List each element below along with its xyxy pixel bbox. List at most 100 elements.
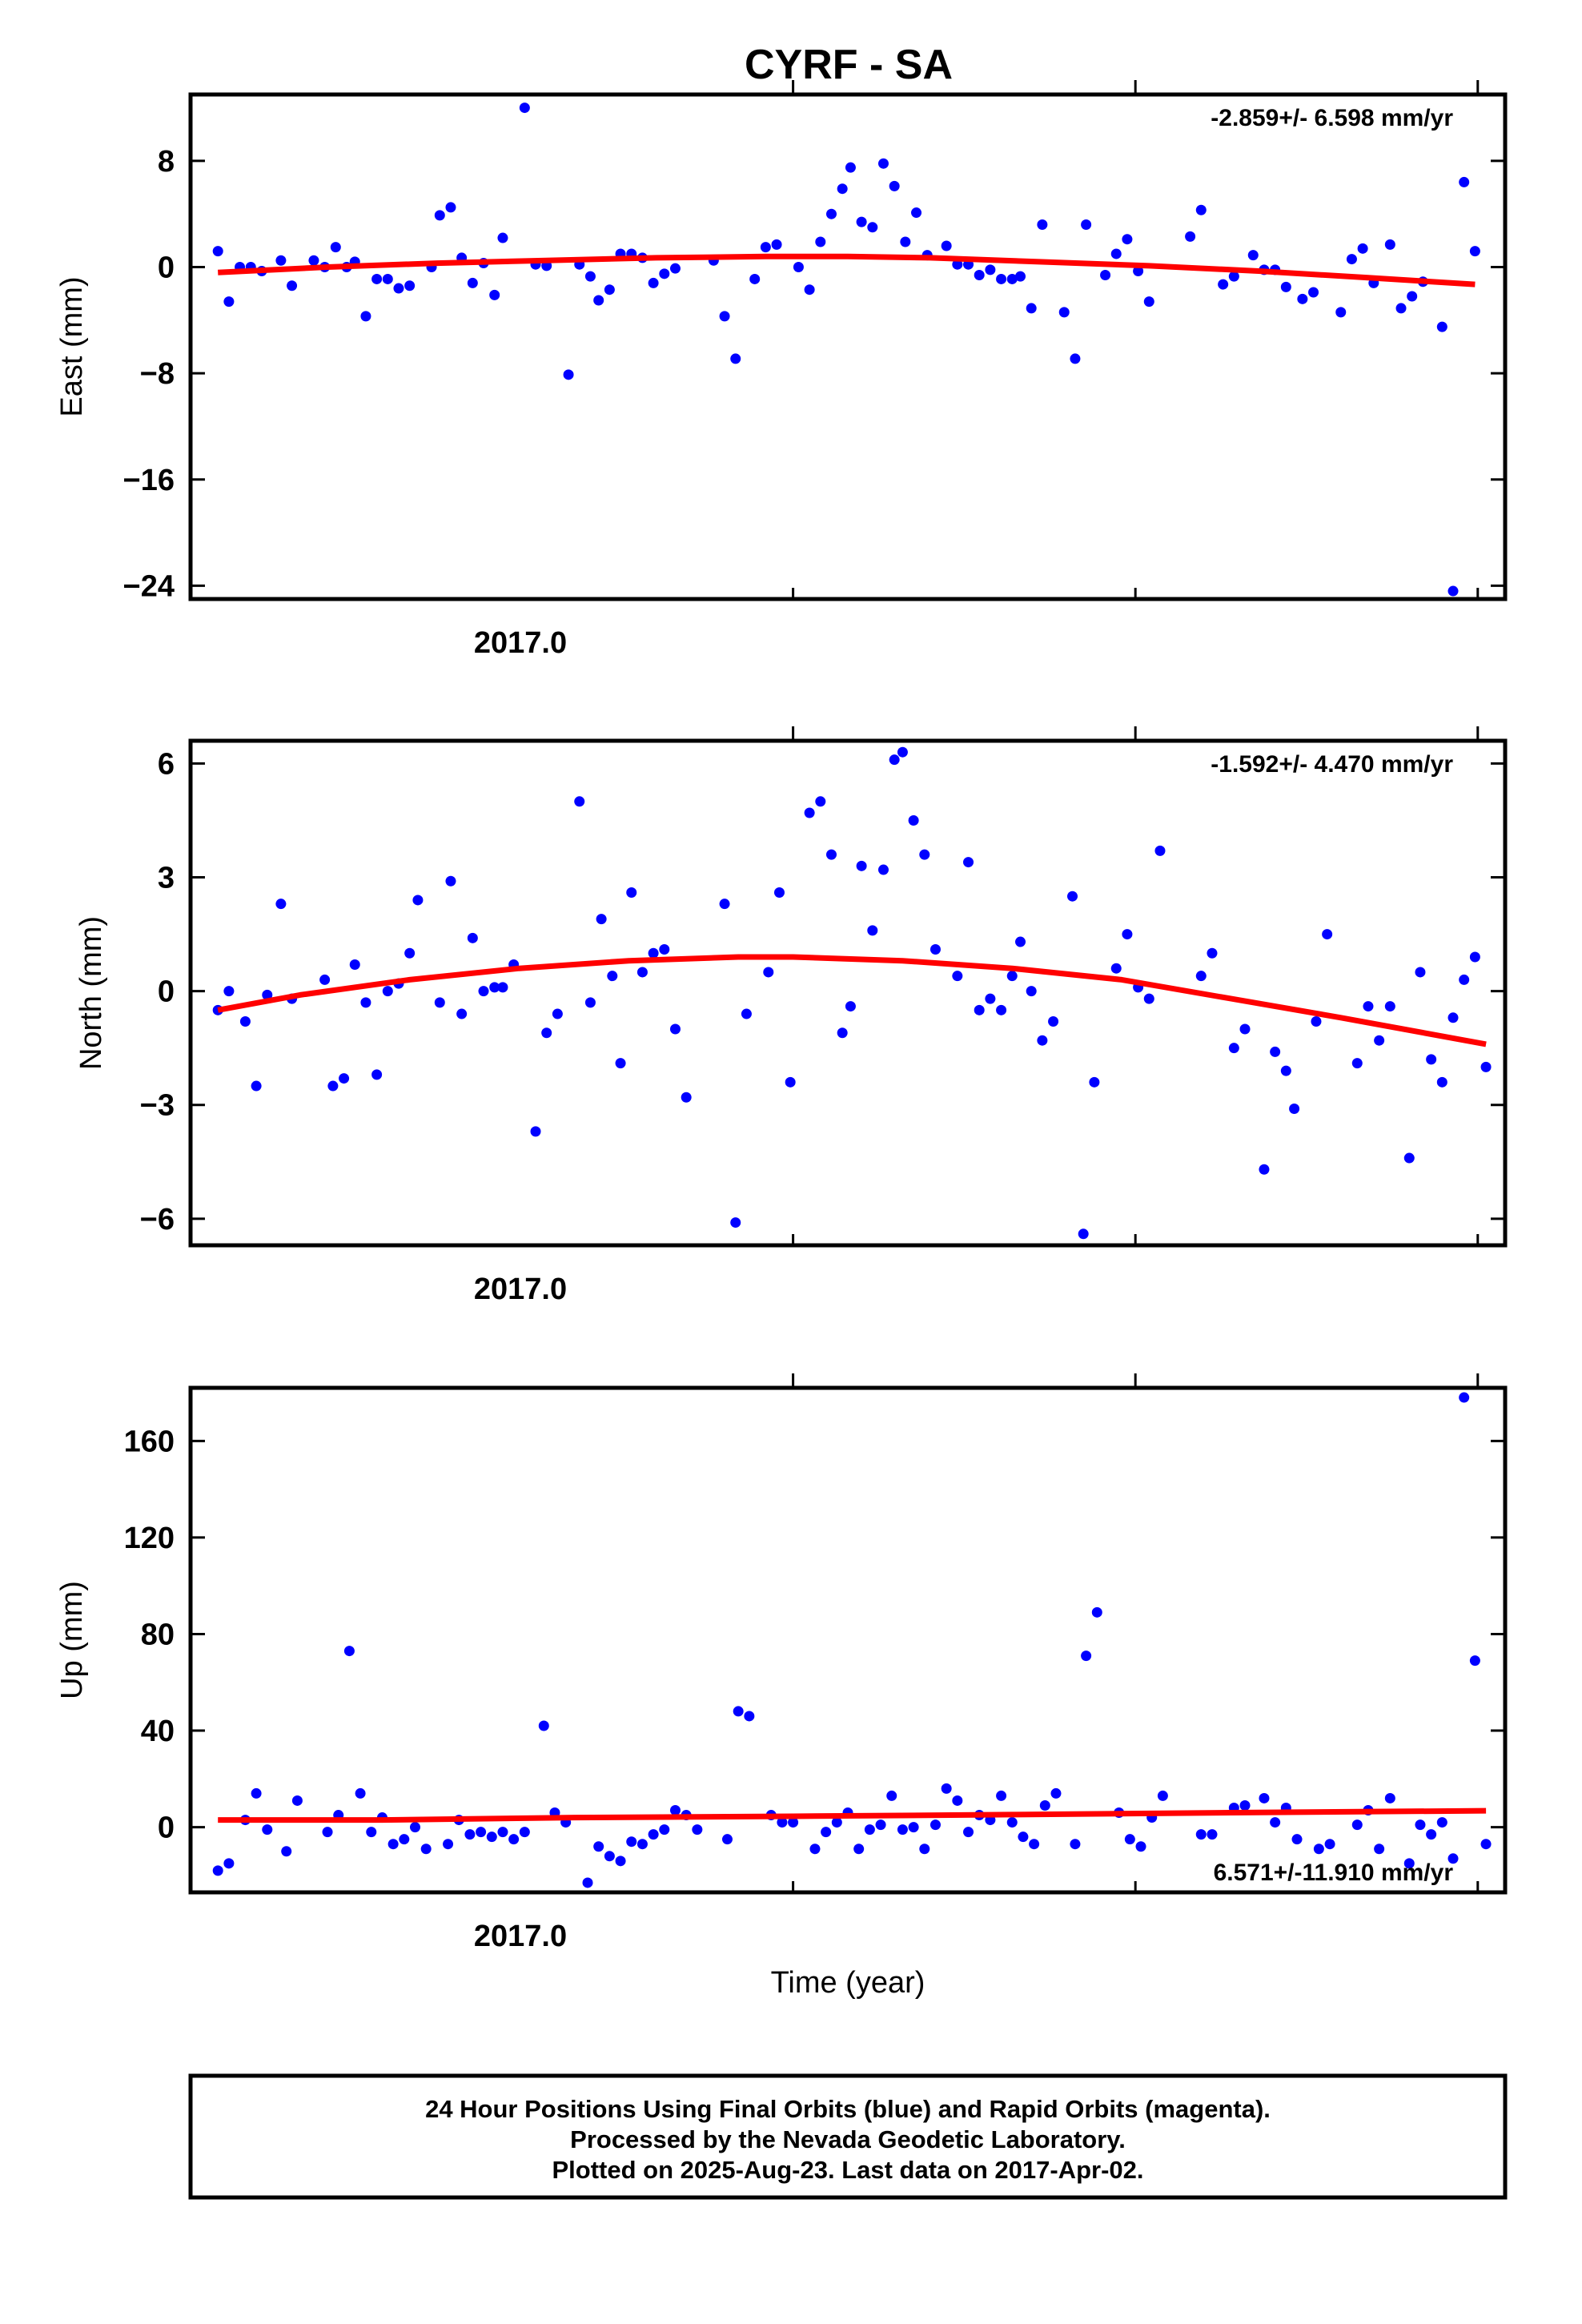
north-data-point [815, 796, 826, 807]
up-data-point [1480, 1839, 1492, 1850]
east-data-point [223, 296, 235, 308]
up-data-point [1207, 1829, 1218, 1840]
north-data-point [371, 1069, 383, 1080]
north-data-point [552, 1008, 563, 1019]
east-data-point [1395, 303, 1407, 314]
north-rate-label: -1.592+/- 4.470 mm/yr [1211, 751, 1453, 778]
east-data-point [889, 180, 900, 191]
north-data-point [1311, 1016, 1322, 1027]
east-data-point [1081, 219, 1092, 230]
north-data-point [596, 914, 607, 925]
east-data-point [719, 311, 730, 322]
up-data-point [1351, 1819, 1363, 1831]
up-data-point [626, 1836, 637, 1848]
up-data-point [897, 1824, 908, 1835]
up-data-point [604, 1851, 615, 1862]
east-data-point [330, 242, 341, 253]
east-data-point [1185, 231, 1196, 242]
east-data-point [563, 369, 574, 380]
up-data-point [1270, 1817, 1281, 1828]
up-data-point [443, 1839, 454, 1850]
east-data-point [1006, 273, 1018, 284]
east-data-point [867, 222, 878, 233]
north-data-point [837, 1027, 848, 1039]
north-data-point [804, 807, 815, 818]
up-rate-label: 6.571+/-11.910 mm/yr [1214, 1860, 1454, 1886]
east-data-point [952, 259, 963, 270]
up-data-point [788, 1817, 799, 1828]
up-data-point [1157, 1790, 1168, 1801]
east-marks [212, 103, 1480, 597]
east-data-point [1447, 585, 1459, 597]
north-data-point [1480, 1061, 1492, 1072]
up-data-point [1039, 1799, 1050, 1811]
up-data-point [420, 1844, 432, 1855]
chart-title: CYRF - SA [745, 42, 953, 88]
north-y-tick-label: 0 [158, 975, 175, 1009]
east-data-point [1143, 296, 1154, 308]
footer-line-1: 24 Hour Positions Using Final Orbits (bl… [425, 2095, 1271, 2123]
north-data-point [262, 989, 273, 1000]
up-data-point [777, 1817, 788, 1828]
up-frame [188, 1385, 1508, 1895]
east-data-point [996, 273, 1007, 284]
north-x-tick-label: 2017.0 [474, 1273, 567, 1306]
north-data-point [1110, 963, 1122, 974]
east-data-point [815, 236, 826, 247]
east-data-point [1247, 250, 1259, 261]
east-data-point [593, 295, 604, 306]
east-data-point [1070, 353, 1081, 364]
north-data-point [541, 1027, 552, 1039]
north-data-point [1322, 929, 1333, 940]
east-data-point [360, 311, 371, 322]
east-panel: 8 0 −8 −16 −24 East (mm) -2.859+/- 6.598 mm/… [55, 80, 1508, 660]
up-data-point [853, 1844, 865, 1855]
north-data-point [626, 887, 637, 898]
up-data-point [1403, 1858, 1415, 1869]
up-data-point [636, 1839, 648, 1850]
up-data-point [1426, 1829, 1437, 1840]
north-data-point [1143, 993, 1154, 1004]
north-data-point [1037, 1035, 1048, 1046]
east-data-point [489, 289, 500, 300]
north-data-point [1403, 1152, 1415, 1164]
east-data-point [730, 353, 741, 364]
east-data-point [308, 255, 319, 266]
up-data-point [476, 1827, 487, 1838]
north-data-point [897, 746, 908, 758]
up-data-point [1384, 1792, 1395, 1803]
up-data-point [1006, 1817, 1018, 1828]
east-data-point [1297, 293, 1308, 304]
east-data-point [911, 207, 922, 219]
east-y-tick-label: −16 [123, 464, 175, 497]
east-data-point [1357, 243, 1368, 254]
east-data-point [1407, 291, 1418, 302]
east-data-point [212, 246, 223, 257]
north-data-point [530, 1126, 541, 1137]
up-y-tick-label: 160 [124, 1425, 175, 1458]
east-fit-line [218, 253, 1476, 287]
up-data-point [733, 1706, 744, 1717]
east-data-point [974, 269, 985, 280]
footer-box: 24 Hour Positions Using Final Orbits (bl… [188, 2073, 1508, 2200]
east-data-point [900, 236, 911, 247]
up-data-point [908, 1822, 919, 1833]
east-data-point [584, 271, 596, 282]
north-data-point [889, 754, 900, 766]
up-data-point [1259, 1792, 1270, 1803]
north-y-tick-label: −3 [140, 1089, 175, 1123]
north-data-point [669, 1023, 681, 1035]
up-data-point [1469, 1655, 1480, 1667]
north-data-point [1426, 1054, 1437, 1065]
up-data-point [864, 1824, 875, 1835]
north-data-point [919, 849, 930, 860]
up-data-point [721, 1834, 733, 1845]
up-data-point [919, 1844, 930, 1855]
north-data-point [615, 1058, 626, 1069]
up-data-point [1324, 1839, 1335, 1850]
up-data-point [1070, 1839, 1081, 1850]
east-x-tick-label: 2017.0 [474, 626, 567, 660]
east-data-point [648, 277, 659, 288]
north-frame [188, 738, 1508, 1248]
east-data-point [845, 162, 856, 173]
